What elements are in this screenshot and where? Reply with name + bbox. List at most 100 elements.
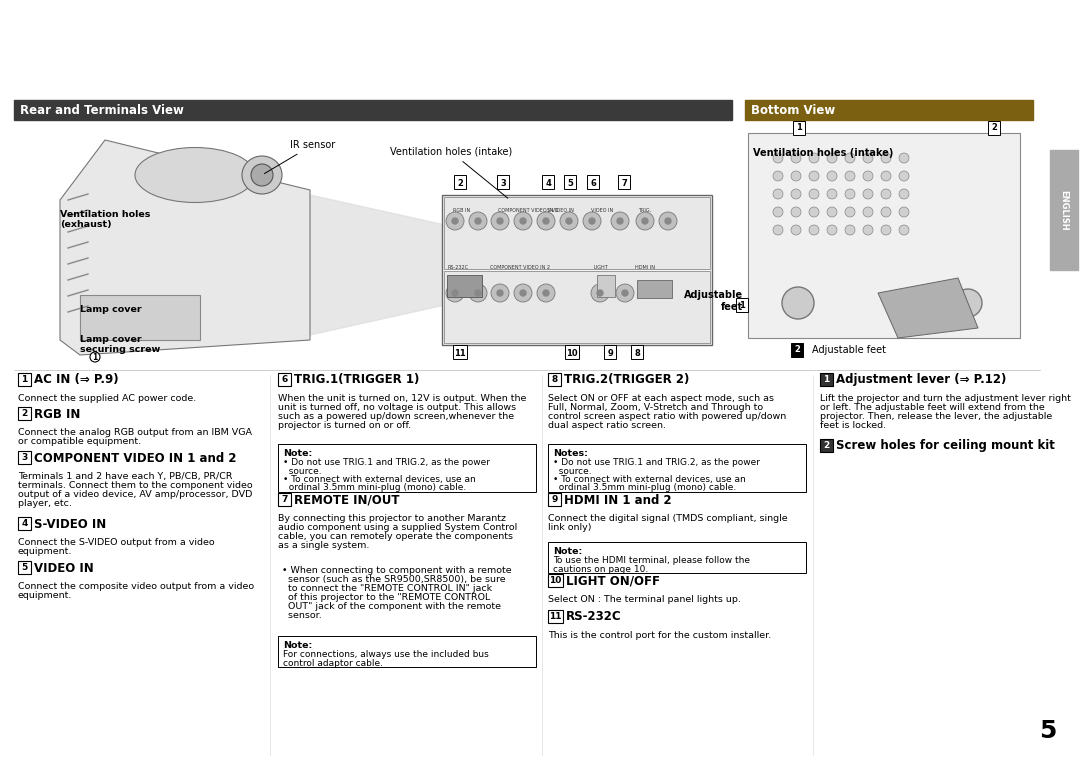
Text: RGB IN: RGB IN (453, 208, 470, 213)
Circle shape (881, 225, 891, 235)
Circle shape (899, 225, 909, 235)
Text: REMOTE IN/OUT: REMOTE IN/OUT (294, 494, 400, 507)
Text: 1: 1 (93, 353, 97, 362)
Circle shape (561, 212, 578, 230)
Circle shape (827, 153, 837, 163)
Text: player, etc.: player, etc. (18, 499, 72, 508)
Circle shape (881, 207, 891, 217)
Text: feet is locked.: feet is locked. (820, 421, 886, 430)
Circle shape (611, 212, 629, 230)
Bar (548, 610, 563, 623)
Bar (278, 636, 536, 667)
Circle shape (591, 284, 609, 302)
Bar (588, 175, 599, 189)
Text: IR sensor: IR sensor (265, 140, 335, 174)
Bar (565, 345, 579, 359)
Text: By connecting this projector to another Marantz: By connecting this projector to another … (278, 514, 507, 523)
Circle shape (881, 153, 891, 163)
Text: TRIG.2(TRIGGER 2): TRIG.2(TRIGGER 2) (564, 374, 689, 387)
Circle shape (863, 225, 873, 235)
Text: 3: 3 (500, 179, 505, 188)
Bar (564, 175, 576, 189)
Text: RS-232C: RS-232C (447, 265, 468, 270)
Text: HDMI IN 1 and 2: HDMI IN 1 and 2 (564, 494, 672, 507)
Bar (453, 345, 467, 359)
Text: cautions on page 10.: cautions on page 10. (553, 565, 648, 574)
Circle shape (90, 352, 100, 362)
Bar (18, 373, 31, 386)
Text: AC IN (⇒ P.9): AC IN (⇒ P.9) (33, 374, 119, 387)
Text: dual aspect ratio screen.: dual aspect ratio screen. (548, 421, 666, 430)
Text: 1: 1 (823, 375, 829, 384)
Text: • When connecting to component with a remote: • When connecting to component with a re… (282, 566, 512, 575)
Circle shape (863, 207, 873, 217)
Circle shape (791, 207, 801, 217)
Circle shape (453, 290, 458, 296)
Text: 8: 8 (552, 375, 557, 384)
Text: COMPONENT VIDEO IN 1 and 2: COMPONENT VIDEO IN 1 and 2 (33, 452, 237, 465)
Text: 10: 10 (566, 349, 578, 358)
Text: Terminals 1 and 2 have each Y, PB/CB, PR/CR: Terminals 1 and 2 have each Y, PB/CB, PR… (18, 472, 232, 481)
Circle shape (899, 207, 909, 217)
Bar (447, 275, 482, 297)
Circle shape (954, 289, 982, 317)
Circle shape (537, 284, 555, 302)
Bar (988, 121, 1000, 135)
Bar (548, 493, 561, 506)
Text: Ventilation holes (intake): Ventilation holes (intake) (390, 147, 512, 198)
Circle shape (863, 171, 873, 181)
Circle shape (566, 218, 572, 224)
Text: For connections, always use the included bus: For connections, always use the included… (283, 650, 489, 659)
Circle shape (469, 212, 487, 230)
Text: Lamp cover
securing screw: Lamp cover securing screw (80, 335, 160, 354)
Text: ordinal 3.5mm mini-plug (mono) cable.: ordinal 3.5mm mini-plug (mono) cable. (283, 484, 467, 492)
Circle shape (475, 218, 481, 224)
Bar (793, 121, 805, 135)
Bar (18, 517, 31, 530)
Circle shape (589, 218, 595, 224)
Text: projector is turned on or off.: projector is turned on or off. (278, 421, 411, 430)
Circle shape (845, 171, 855, 181)
Circle shape (514, 284, 532, 302)
Circle shape (537, 212, 555, 230)
Polygon shape (60, 140, 310, 355)
Bar (278, 444, 536, 492)
Circle shape (845, 207, 855, 217)
Text: sensor.: sensor. (282, 611, 322, 620)
Circle shape (636, 212, 654, 230)
Bar (442, 195, 712, 345)
Bar (444, 197, 710, 269)
Circle shape (773, 189, 783, 199)
Circle shape (881, 171, 891, 181)
Circle shape (845, 153, 855, 163)
Circle shape (491, 212, 509, 230)
Circle shape (446, 284, 464, 302)
Text: 5: 5 (567, 179, 572, 188)
Text: Select ON or OFF at each aspect mode, such as: Select ON or OFF at each aspect mode, su… (548, 394, 774, 403)
Bar (1050, 150, 1078, 270)
Circle shape (616, 284, 634, 302)
Circle shape (899, 189, 909, 199)
Circle shape (827, 189, 837, 199)
Ellipse shape (242, 156, 282, 194)
Text: Full, Normal, Zoom, V-Stretch and Through to: Full, Normal, Zoom, V-Stretch and Throug… (548, 403, 764, 412)
Text: LIGHT ON/OFF: LIGHT ON/OFF (566, 575, 660, 588)
Text: Connect the S-VIDEO output from a video: Connect the S-VIDEO output from a video (18, 538, 215, 547)
Text: LIGHT: LIGHT (594, 265, 609, 270)
Text: ordinal 3.5mm mini-plug (mono) cable.: ordinal 3.5mm mini-plug (mono) cable. (553, 484, 737, 492)
Text: 2: 2 (22, 409, 28, 418)
Circle shape (899, 171, 909, 181)
Text: When the unit is turned on, 12V is output. When the: When the unit is turned on, 12V is outpu… (278, 394, 526, 403)
Circle shape (827, 171, 837, 181)
Circle shape (845, 225, 855, 235)
Circle shape (497, 218, 503, 224)
Text: or compatible equipment.: or compatible equipment. (18, 437, 141, 446)
Text: 4: 4 (545, 179, 551, 188)
Circle shape (809, 207, 819, 217)
Circle shape (453, 218, 458, 224)
Text: 2: 2 (457, 179, 463, 188)
Bar (454, 175, 465, 189)
Ellipse shape (251, 164, 273, 186)
Bar (631, 345, 643, 359)
Text: 4: 4 (22, 519, 28, 528)
